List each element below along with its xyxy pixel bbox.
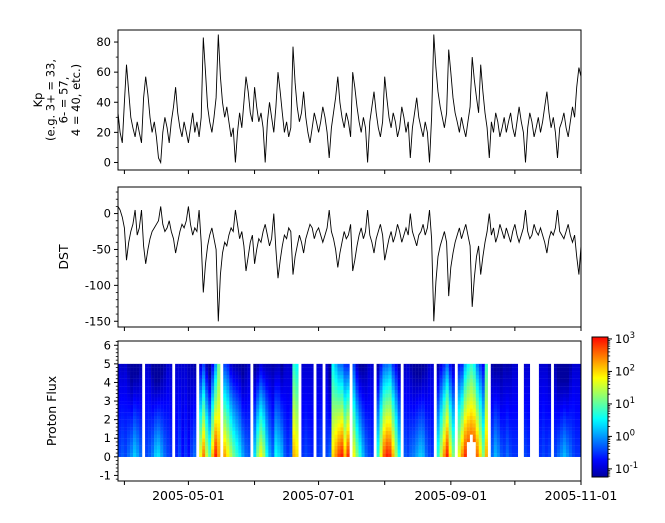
dst-ytick-label: 0	[104, 207, 111, 221]
colorbar-tick-label: 101	[615, 396, 635, 411]
kp-ytick-label: 20	[96, 125, 111, 139]
proton_flux-ytick-label: 0	[104, 450, 111, 464]
proton_flux-ytick-label: 6	[104, 338, 111, 352]
proton_flux-ytick-label: 4	[104, 375, 111, 389]
kp-ytick-label: 80	[96, 35, 111, 49]
proton_flux-ytick-label: 5	[104, 357, 111, 371]
colorbar-tick-label: 103	[615, 331, 635, 346]
proton-flux-ylabel-group: Proton Flux	[44, 376, 59, 446]
proton_flux-ytick-label: 2	[104, 413, 111, 427]
dst-ytick-label: -50	[92, 242, 111, 256]
dst-series-line	[117, 206, 582, 322]
proton_flux-y-axis-label: Proton Flux	[44, 376, 59, 446]
proton_flux-panel: 6 5 4 3 2 1 0 -1	[100, 338, 582, 485]
kp-ytick-label: 60	[96, 65, 111, 79]
kp-series-line	[117, 34, 582, 165]
colorbar-tick-label: 102	[615, 363, 635, 378]
colorbar-tick-label: 100	[615, 428, 635, 443]
colorbar-tick-label: 10-1	[615, 461, 638, 476]
dst-ytick-label: -150	[85, 314, 111, 328]
proton_flux-ytick-label: 3	[104, 394, 111, 408]
x-axis-date-label: 2005-07-01	[282, 488, 355, 503]
x-axis-date-label: 2005-05-01	[152, 488, 225, 503]
proton_flux-ytick-label: -1	[100, 468, 111, 482]
x-axis-date-label: 2005-09-01	[415, 488, 488, 503]
dst-ylabel-group: DST	[56, 244, 71, 270]
kp-ytick-label: 40	[96, 95, 111, 109]
x-axis-date-label: 2005-11-01	[545, 488, 618, 503]
kp-y-axis-label: Kp(e.g. 3+ = 33,6- = 57,4 = 40, etc.)	[31, 59, 83, 141]
kp-ytick-label: 0	[104, 155, 111, 169]
kp-panel: 0 20 40 60 80	[96, 29, 582, 174]
proton_flux-ytick-label: 1	[104, 431, 111, 445]
colorbar-gradient	[592, 337, 608, 477]
dst-panel: 0 -50 -100 -150	[85, 186, 582, 331]
kp-ylabel-group: Kp(e.g. 3+ = 33,6- = 57,4 = 40, etc.)	[31, 59, 83, 141]
x-axis-tick-labels: 2005-05-01 2005-07-01 2005-09-01 2005-11-01	[152, 488, 617, 503]
dst-y-axis-label: DST	[56, 244, 71, 270]
colorbar: 103 102 101 100 10-1	[591, 331, 638, 478]
dst-ytick-label: -100	[85, 278, 111, 292]
proton-flux-heatmap	[118, 363, 582, 457]
